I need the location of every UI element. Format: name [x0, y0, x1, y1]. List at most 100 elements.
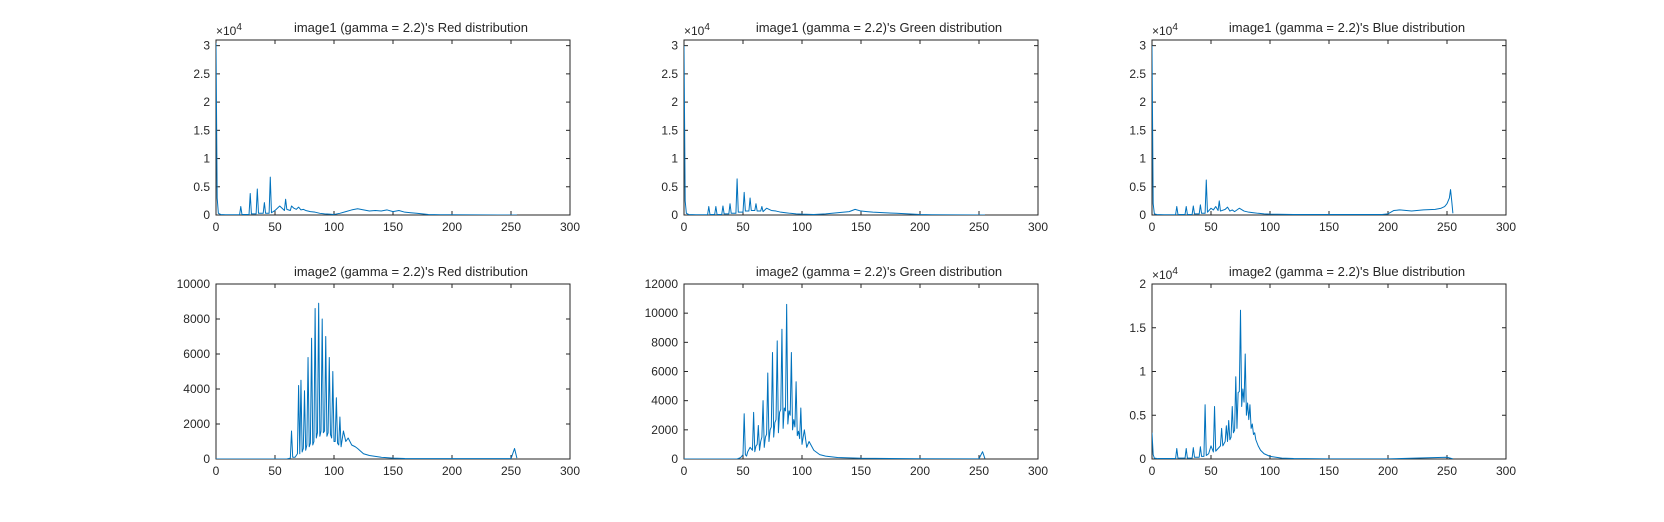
axes-box — [1151, 283, 1507, 460]
y-tick-label: 3 — [1139, 39, 1146, 53]
y-exponent-label: ×104 — [1152, 22, 1178, 38]
x-tick-label: 300 — [1496, 220, 1516, 234]
series-line-1 — [216, 42, 517, 215]
y-tick-label: 3 — [671, 39, 678, 53]
y-exponent-power: 4 — [236, 22, 242, 33]
x-tick-label: 200 — [910, 220, 930, 234]
subplot-6: image2 (gamma = 2.2)'s Blue distribution… — [1129, 264, 1516, 478]
subplot-5: image2 (gamma = 2.2)'s Green distributio… — [645, 264, 1049, 478]
y-exponent-base: ×10 — [216, 24, 237, 38]
y-tick-label: 2 — [1139, 277, 1146, 291]
y-exponent-power: 4 — [1172, 22, 1178, 33]
x-tick-label: 250 — [501, 220, 521, 234]
y-tick-label: 8000 — [651, 335, 678, 349]
y-tick-label: 1 — [671, 152, 678, 166]
y-tick-label: 8000 — [183, 312, 210, 326]
y-tick-label: 0 — [1139, 208, 1146, 222]
axes-box — [215, 39, 571, 216]
x-tick-label: 100 — [324, 464, 344, 478]
y-tick-label: 2 — [203, 95, 210, 109]
y-tick-label: 0 — [203, 208, 210, 222]
series-line-1 — [684, 45, 985, 215]
plot-title: image2 (gamma = 2.2)'s Red distribution — [294, 264, 528, 279]
y-exponent-label: ×104 — [1152, 266, 1178, 282]
y-tick-label: 6000 — [651, 365, 678, 379]
x-tick-label: 150 — [1319, 220, 1339, 234]
y-tick-label: 1.5 — [1129, 321, 1146, 335]
subplot-3: image1 (gamma = 2.2)'s Blue distribution… — [1129, 20, 1516, 234]
x-tick-label: 50 — [1204, 220, 1218, 234]
x-tick-label: 50 — [736, 464, 750, 478]
plot-title: image2 (gamma = 2.2)'s Green distributio… — [756, 264, 1002, 279]
plot-title: image1 (gamma = 2.2)'s Red distribution — [294, 20, 528, 35]
x-tick-label: 200 — [442, 464, 462, 478]
x-tick-label: 100 — [324, 220, 344, 234]
y-tick-label: 2.5 — [661, 67, 678, 81]
y-tick-label: 1 — [203, 152, 210, 166]
y-tick-label: 2000 — [183, 417, 210, 431]
y-tick-label: 0.5 — [1129, 408, 1146, 422]
x-tick-label: 200 — [910, 464, 930, 478]
y-exponent-base: ×10 — [1152, 268, 1173, 282]
x-tick-label: 50 — [736, 220, 750, 234]
y-tick-label: 12000 — [645, 277, 679, 291]
y-tick-label: 0 — [671, 208, 678, 222]
x-tick-label: 300 — [560, 220, 580, 234]
x-tick-label: 200 — [1378, 464, 1398, 478]
y-tick-label: 4000 — [183, 382, 210, 396]
plot-title: image2 (gamma = 2.2)'s Blue distribution — [1229, 264, 1465, 279]
subplot-2: image1 (gamma = 2.2)'s Green distributio… — [661, 20, 1048, 234]
x-tick-label: 50 — [1204, 464, 1218, 478]
x-tick-label: 0 — [213, 220, 220, 234]
y-tick-label: 2.5 — [193, 67, 210, 81]
axes-box — [683, 283, 1039, 460]
x-tick-label: 100 — [792, 220, 812, 234]
x-tick-label: 300 — [1028, 464, 1048, 478]
y-tick-label: 0.5 — [661, 180, 678, 194]
x-tick-label: 50 — [268, 464, 282, 478]
y-exponent-power: 4 — [1172, 266, 1178, 277]
x-tick-label: 300 — [560, 464, 580, 478]
x-tick-label: 0 — [1149, 464, 1156, 478]
x-tick-label: 250 — [969, 220, 989, 234]
y-tick-label: 1.5 — [193, 123, 210, 137]
y-tick-label: 3 — [203, 39, 210, 53]
y-exponent-base: ×10 — [684, 24, 705, 38]
x-tick-label: 50 — [268, 220, 282, 234]
series-line-1 — [216, 302, 518, 459]
x-tick-label: 300 — [1496, 464, 1516, 478]
x-tick-label: 100 — [792, 464, 812, 478]
y-tick-label: 2 — [1139, 95, 1146, 109]
x-tick-label: 150 — [851, 464, 871, 478]
y-tick-label: 2.5 — [1129, 67, 1146, 81]
x-tick-label: 100 — [1260, 464, 1280, 478]
y-tick-label: 1 — [1139, 152, 1146, 166]
y-tick-label: 2 — [671, 95, 678, 109]
y-exponent-label: ×104 — [216, 22, 242, 38]
x-tick-label: 250 — [501, 464, 521, 478]
y-tick-label: 10000 — [177, 277, 211, 291]
axes-box — [215, 283, 571, 460]
y-exponent-base: ×10 — [1152, 24, 1173, 38]
y-exponent-power: 4 — [704, 22, 710, 33]
x-tick-label: 150 — [1319, 464, 1339, 478]
y-tick-label: 0 — [203, 452, 210, 466]
y-tick-label: 1.5 — [661, 123, 678, 137]
y-tick-label: 0 — [1139, 452, 1146, 466]
plot-title: image1 (gamma = 2.2)'s Green distributio… — [756, 20, 1002, 35]
x-tick-label: 200 — [442, 220, 462, 234]
x-tick-label: 100 — [1260, 220, 1280, 234]
axes-box — [683, 39, 1039, 216]
x-tick-label: 0 — [1149, 220, 1156, 234]
axes-box — [1151, 39, 1507, 216]
plot-title: image1 (gamma = 2.2)'s Blue distribution — [1229, 20, 1465, 35]
y-tick-label: 0 — [671, 452, 678, 466]
x-tick-label: 250 — [1437, 464, 1457, 478]
y-tick-label: 0.5 — [1129, 180, 1146, 194]
series-line-1 — [1152, 45, 1454, 215]
x-tick-label: 150 — [383, 220, 403, 234]
subplot-1: image1 (gamma = 2.2)'s Red distribution 0… — [193, 20, 580, 234]
y-tick-label: 6000 — [183, 347, 210, 361]
